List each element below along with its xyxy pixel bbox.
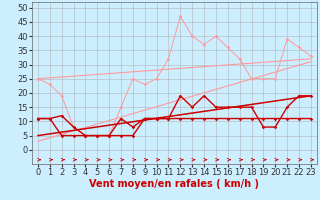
X-axis label: Vent moyen/en rafales ( km/h ): Vent moyen/en rafales ( km/h ) [89,179,260,189]
